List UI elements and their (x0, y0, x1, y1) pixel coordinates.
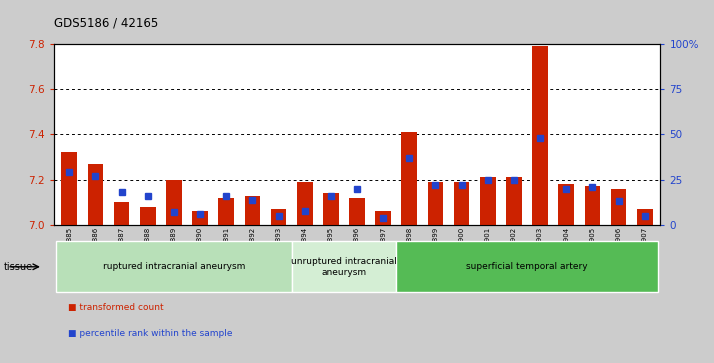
Text: unruptured intracranial
aneurysm: unruptured intracranial aneurysm (291, 257, 397, 277)
Text: tissue: tissue (4, 262, 33, 272)
Bar (376, 211, 391, 225)
Bar (192, 211, 208, 225)
Bar (454, 182, 470, 225)
Bar (532, 46, 548, 225)
Bar (480, 178, 496, 225)
Bar (297, 182, 313, 225)
Bar (271, 209, 286, 225)
Text: ■ transformed count: ■ transformed count (68, 303, 164, 312)
Bar (218, 198, 234, 225)
Bar (244, 196, 260, 225)
Bar (140, 207, 156, 225)
Bar (637, 209, 653, 225)
Bar (349, 198, 365, 225)
Bar (166, 180, 182, 225)
Bar (558, 184, 574, 225)
Text: ■ percentile rank within the sample: ■ percentile rank within the sample (68, 329, 232, 338)
Bar (323, 193, 338, 225)
Text: ruptured intracranial aneurysm: ruptured intracranial aneurysm (103, 262, 245, 271)
Bar (506, 178, 522, 225)
Text: GDS5186 / 42165: GDS5186 / 42165 (54, 16, 158, 29)
Bar (610, 189, 626, 225)
Bar (585, 187, 600, 225)
Bar (114, 203, 129, 225)
Bar (428, 182, 443, 225)
Bar (88, 164, 104, 225)
Bar (61, 152, 77, 225)
Bar (401, 132, 417, 225)
Text: superficial temporal artery: superficial temporal artery (466, 262, 588, 271)
